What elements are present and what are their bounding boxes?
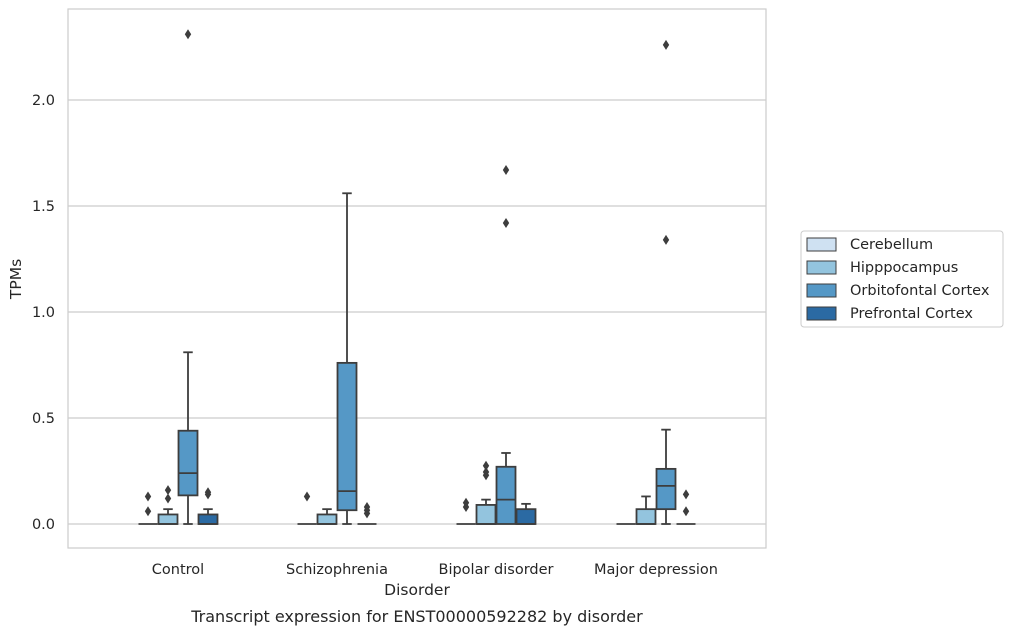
legend-swatch: [806, 283, 837, 298]
y-tick-labels: 0.0 0.5 1.0 1.5 2.0: [32, 93, 55, 533]
legend-items: Cerebellum Hipppocampus Orbitofontal Corte…: [806, 237, 990, 322]
outlier-point: [682, 489, 690, 500]
box-cerebellum: [456, 497, 476, 525]
box-hipppocampus: [316, 508, 338, 525]
legend-label: Hipppocampus: [850, 260, 958, 276]
box-body: [635, 508, 657, 525]
outlier-point: [682, 506, 690, 517]
box-hipppocampus: [475, 460, 497, 525]
figure-caption: Transcript expression for ENST0000059228…: [190, 607, 643, 626]
outlier-point: [204, 487, 212, 498]
box-plots: [138, 29, 696, 525]
y-axis-title: TPMs: [7, 259, 25, 300]
box-orbitofontal-cortex: [495, 164, 517, 525]
outlier-point: [164, 493, 172, 504]
outlier-point: [303, 491, 311, 502]
legend-label: Prefrontal Cortex: [850, 306, 973, 322]
legend-label: Orbitofontal Cortex: [850, 283, 990, 299]
x-tick-labels: Control Schizophrenia Bipolar disorder Majo…: [152, 562, 718, 578]
x-axis-title: Disorder: [384, 581, 450, 599]
box-body: [655, 467, 677, 511]
x-tick-label: Bipolar disorder: [439, 562, 554, 578]
outlier-point: [144, 491, 152, 502]
outlier-point: [662, 39, 670, 50]
box-prefrontal-cortex: [515, 502, 537, 525]
box-prefrontal-cortex: [197, 487, 219, 525]
outlier-point: [144, 506, 152, 517]
outlier-point: [462, 497, 470, 508]
y-tick-label: 0.5: [32, 411, 55, 427]
outlier-point: [184, 29, 192, 40]
legend-frame: [800, 230, 1004, 328]
x-tick-label: Major depression: [594, 562, 718, 578]
box-hipppocampus: [157, 485, 179, 525]
outlier-point: [502, 217, 510, 228]
outlier-point: [502, 164, 510, 175]
box-cerebellum: [138, 491, 158, 525]
box-body: [495, 465, 517, 525]
outlier-point: [363, 502, 371, 513]
box-body: [316, 513, 338, 525]
y-tick-label: 1.5: [32, 199, 55, 215]
y-tick-label: 2.0: [32, 93, 55, 109]
y-tick-label: 0.0: [32, 517, 55, 533]
legend-swatch: [806, 260, 837, 275]
y-tick-label: 1.0: [32, 305, 55, 321]
box-orbitofontal-cortex: [177, 29, 199, 525]
box-prefrontal-cortex: [357, 502, 377, 525]
outlier-point: [482, 460, 490, 471]
box-body: [177, 429, 199, 497]
legend-label: Cerebellum: [850, 237, 933, 253]
box-prefrontal-cortex: [676, 489, 696, 525]
box-hipppocampus: [635, 495, 657, 525]
box-body: [197, 513, 219, 525]
box-body: [475, 504, 497, 525]
x-tick-label: Schizophrenia: [286, 562, 388, 578]
box-orbitofontal-cortex: [655, 39, 677, 525]
outlier-point: [662, 234, 670, 245]
x-tick-label: Control: [152, 562, 204, 578]
box-cerebellum: [297, 491, 317, 525]
legend: Cerebellum Hipppocampus Orbitofontal Corte…: [800, 230, 1004, 328]
plot-area: [67, 8, 767, 549]
box-body: [515, 508, 537, 525]
legend-swatch: [806, 237, 837, 252]
outlier-point: [482, 467, 490, 478]
box-body: [157, 513, 179, 525]
box-body: [336, 361, 358, 512]
box-orbitofontal-cortex: [336, 192, 358, 525]
legend-swatch: [806, 306, 837, 321]
outlier-point: [164, 485, 172, 496]
